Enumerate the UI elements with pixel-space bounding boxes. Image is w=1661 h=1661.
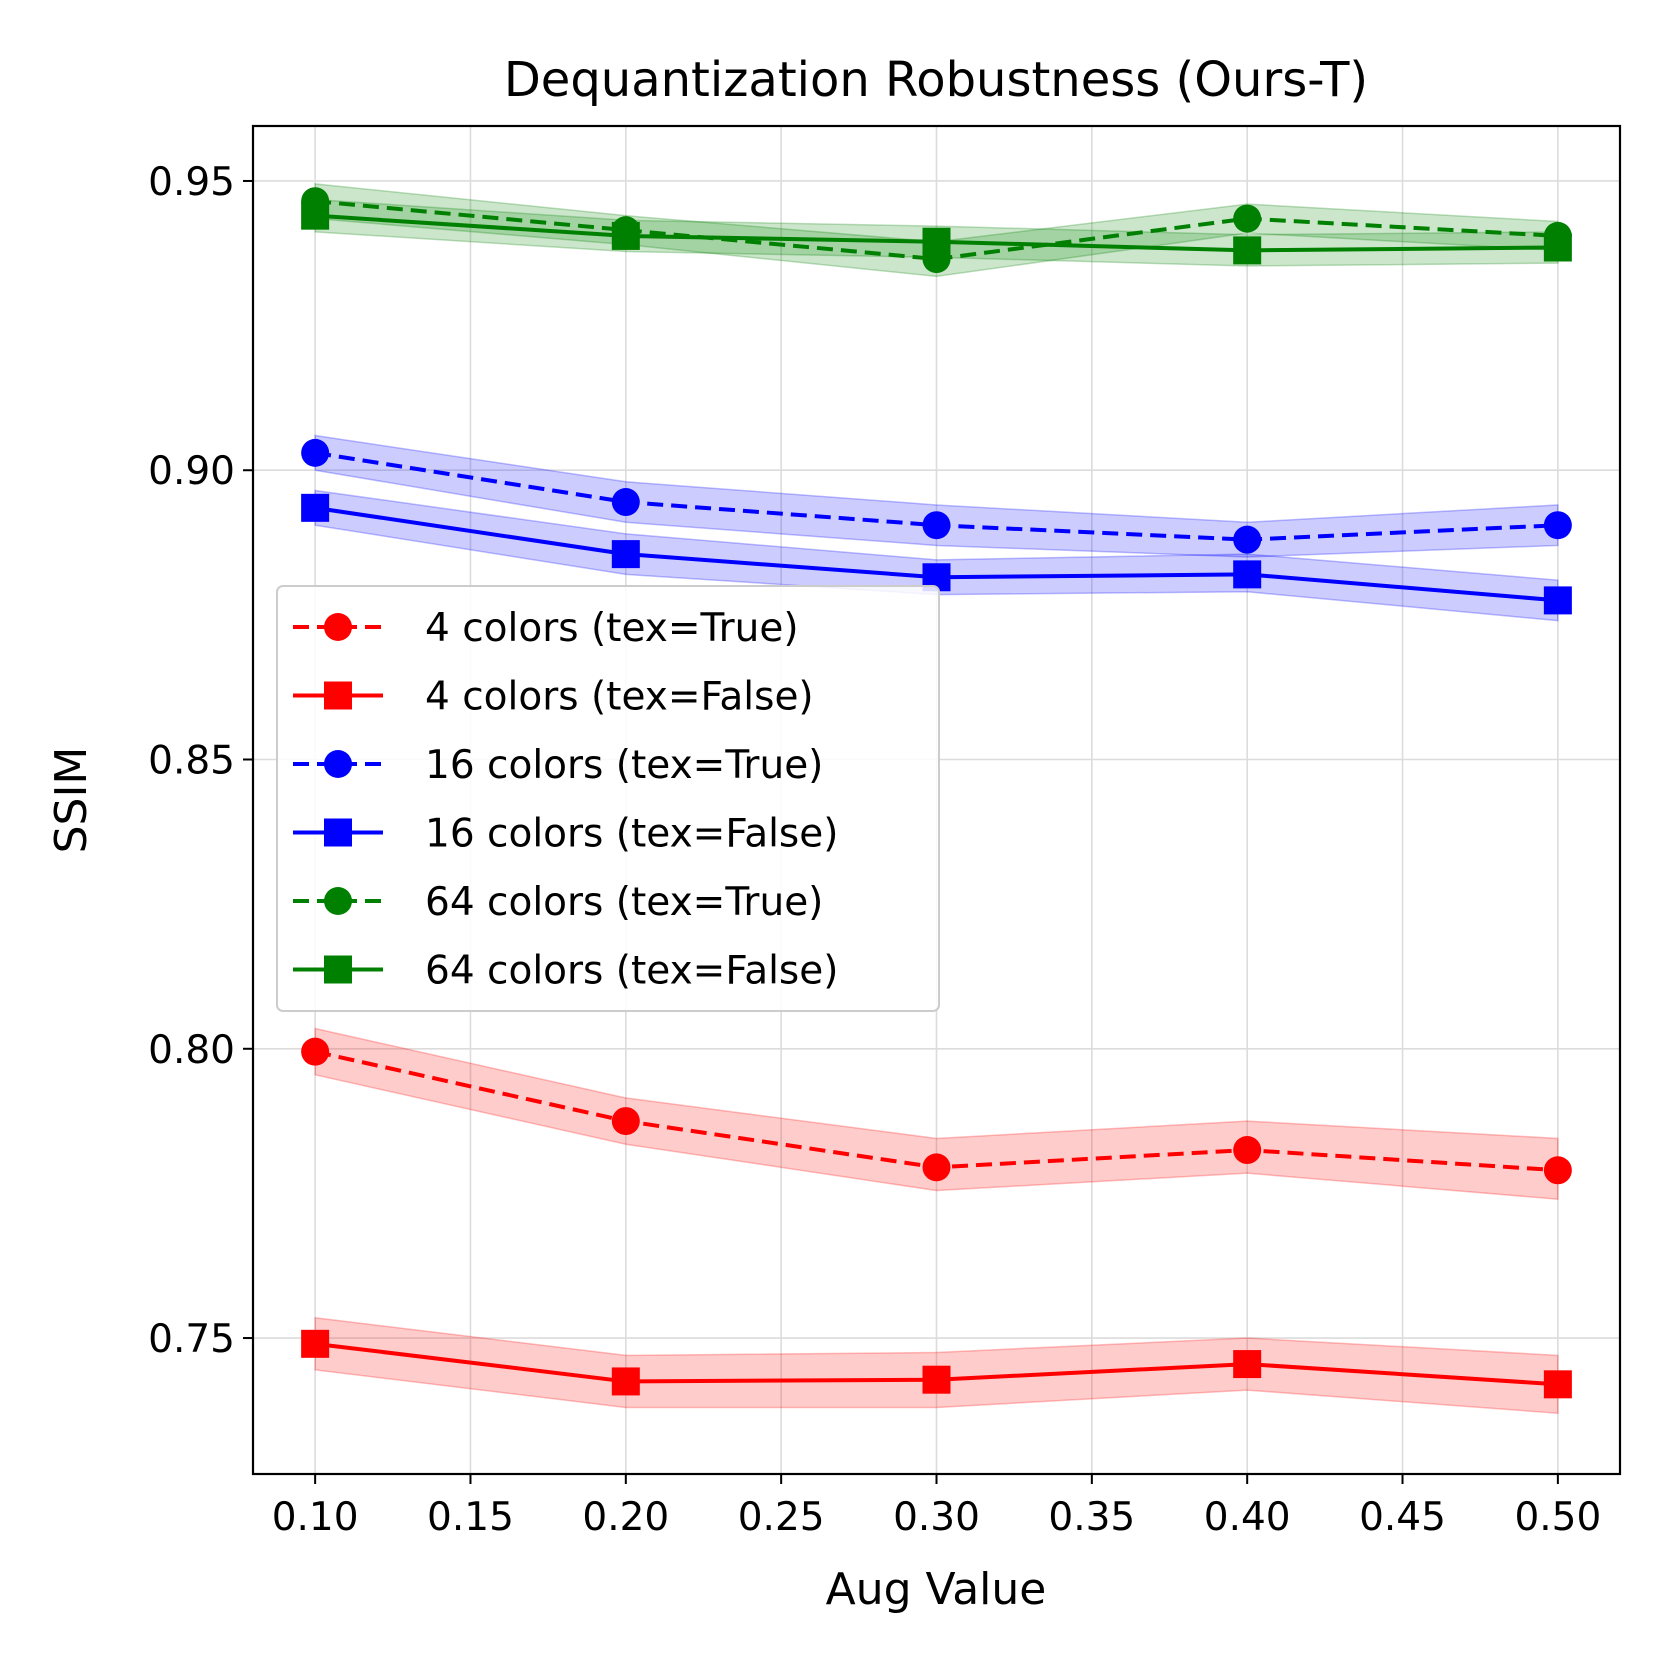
data-point	[611, 1367, 640, 1396]
legend-label: 64 colors (tex=True)	[425, 880, 823, 925]
data-point	[922, 1365, 951, 1394]
legend-marker	[324, 887, 352, 915]
legend-label: 16 colors (tex=False)	[425, 812, 838, 857]
data-point	[301, 438, 330, 467]
x-tick-label: 0.50	[1514, 1495, 1601, 1540]
y-axis-label: SSIM	[46, 747, 97, 854]
x-tick-label: 0.20	[582, 1495, 669, 1540]
data-point	[1233, 1136, 1262, 1165]
data-point	[1233, 236, 1262, 265]
data-point	[301, 201, 330, 230]
x-tick-label: 0.45	[1359, 1495, 1446, 1540]
data-point	[922, 227, 951, 256]
data-point	[301, 1037, 330, 1066]
data-point	[611, 1107, 640, 1136]
data-point	[1543, 1156, 1572, 1185]
data-point	[1233, 204, 1262, 233]
data-point	[1543, 1370, 1572, 1399]
data-point	[611, 540, 640, 569]
legend: 4 colors (tex=True) 4 colors (tex=False) 1…	[276, 585, 940, 1012]
data-point	[611, 221, 640, 250]
y-tick-label: 0.75	[148, 1317, 235, 1362]
x-tick-label: 0.15	[427, 1495, 514, 1540]
legend-box	[276, 585, 940, 1012]
legend-marker	[324, 681, 352, 710]
data-point	[1233, 525, 1262, 554]
x-axis-label: Aug Value	[826, 1564, 1047, 1615]
y-tick-label: 0.95	[148, 160, 235, 205]
x-tick-label: 0.25	[738, 1495, 825, 1540]
data-point	[611, 488, 640, 517]
data-point	[1543, 511, 1572, 540]
legend-label: 4 colors (tex=False)	[425, 675, 814, 720]
legend-marker	[324, 750, 352, 778]
y-tick-label: 0.80	[148, 1028, 235, 1073]
data-point	[1543, 586, 1572, 615]
data-point	[1233, 560, 1262, 589]
legend-label: 64 colors (tex=False)	[425, 949, 838, 994]
data-point	[922, 1153, 951, 1182]
y-tick-label: 0.90	[148, 449, 235, 494]
chart-title: Dequantization Robustness (Ours-T)	[504, 52, 1368, 108]
data-point	[922, 511, 951, 540]
data-point	[1233, 1350, 1262, 1379]
legend-label: 4 colors (tex=True)	[425, 606, 799, 651]
data-point	[301, 493, 330, 522]
x-tick-label: 0.10	[272, 1495, 359, 1540]
y-tick-label: 0.85	[148, 739, 235, 784]
x-tick-label: 0.40	[1204, 1495, 1291, 1540]
data-point	[301, 1329, 330, 1358]
legend-label: 16 colors (tex=True)	[425, 743, 823, 788]
legend-marker	[324, 613, 352, 641]
data-point	[1543, 233, 1572, 262]
axis-ticks: 0.10 0.15 0.20 0.25 0.30 0.35 0.40 0.45 0.50 0.75…	[148, 160, 1601, 1540]
legend-marker	[324, 818, 352, 847]
series-markers	[301, 187, 1572, 1399]
x-tick-label: 0.35	[1048, 1495, 1135, 1540]
x-tick-label: 0.30	[893, 1495, 980, 1540]
legend-marker	[324, 955, 352, 984]
